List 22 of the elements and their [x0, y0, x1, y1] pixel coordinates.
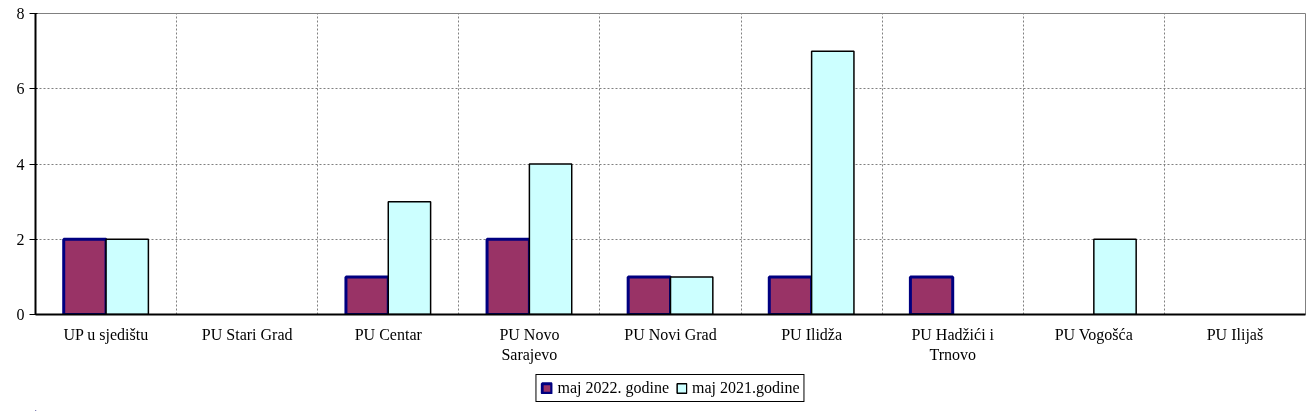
x-tick-label: PU Ilijaš [1206, 325, 1264, 344]
legend-label: maj 2021.godine [692, 379, 800, 397]
bar [344, 275, 390, 315]
y-tick-label: 8 [16, 5, 25, 22]
y-tick-label: 0 [16, 306, 25, 323]
x-tick-label: PU Novo Sarajevo [499, 325, 560, 364]
y-tick-label: 2 [16, 230, 25, 248]
x-tick-label: PU Stari Grad [201, 325, 293, 343]
y-tick-label: 6 [16, 80, 25, 98]
x-tick-label: PU Vogošća [1054, 325, 1133, 344]
bar [908, 275, 955, 315]
bar [626, 275, 672, 315]
y-tick-label: 4 [16, 155, 25, 173]
bar [485, 237, 531, 315]
legend-label: maj 2022. godine [557, 379, 669, 397]
x-tick-label: PU Ilidža [781, 325, 843, 343]
x-tick-label: UP u sjedištu [63, 325, 149, 344]
bar [62, 237, 108, 315]
x-tick-label: PU Novi Grad [624, 325, 717, 343]
bar [767, 275, 814, 315]
x-tick-label: PU Centar [354, 325, 423, 343]
x-tick-label: PU Hadžići i Trnovo [911, 325, 995, 363]
